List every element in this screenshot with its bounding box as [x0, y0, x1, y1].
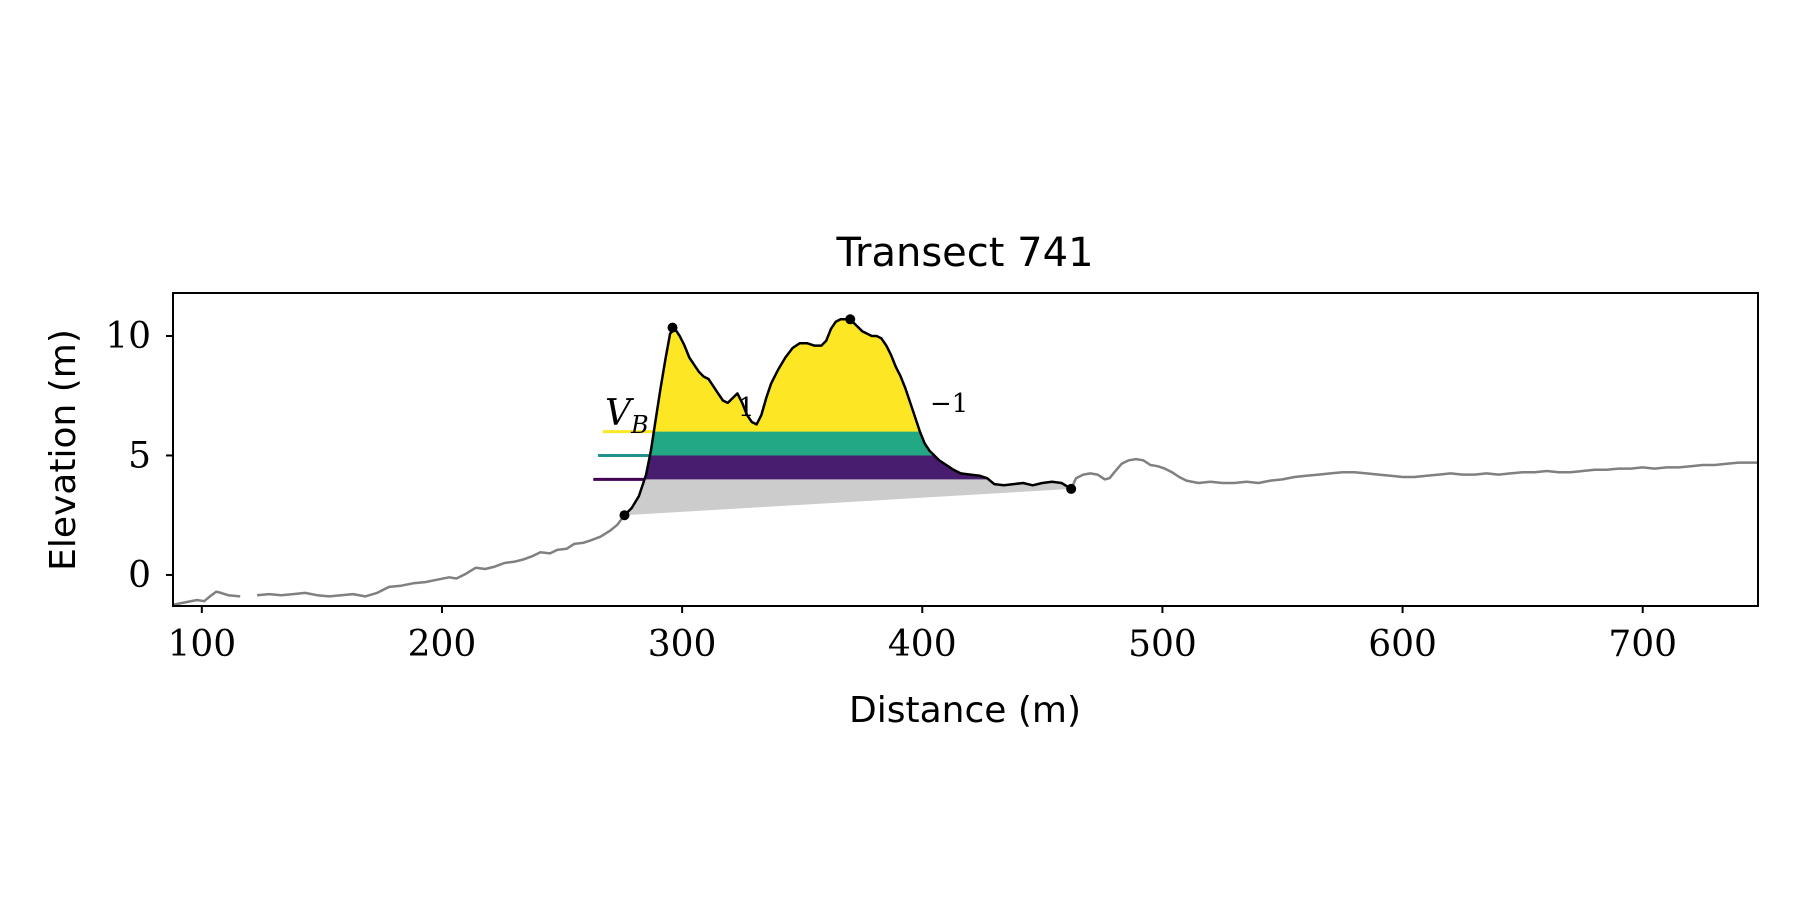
chart-title: Transect 741 — [835, 230, 1093, 276]
profile-segment-2 — [1070, 457, 1758, 490]
plot-frame — [172, 292, 1759, 607]
y-tick-label-0: 0 — [128, 555, 151, 596]
x-tick-label-500: 500 — [1128, 624, 1197, 665]
profile-segment-1 — [256, 514, 626, 598]
plot-area — [173, 314, 1758, 606]
y-axis-ticks: 0 5 10 — [105, 316, 173, 596]
x-tick-label-200: 200 — [408, 624, 477, 665]
annotations: VB 1 −1 — [605, 389, 968, 439]
dune-profile-line — [623, 318, 1072, 517]
dune-marker-1 — [667, 322, 678, 333]
full-profile — [173, 457, 1758, 606]
profile-segment-0 — [173, 590, 241, 606]
volume-label-subscript: B — [630, 411, 649, 439]
exponent-label: −1 — [930, 389, 968, 419]
mid-digit-label: 1 — [738, 393, 755, 423]
volume-label: VB — [605, 393, 649, 439]
x-tick-label-600: 600 — [1368, 624, 1437, 665]
axes: 100 200 300 400 500 600 700 0 5 10 — [105, 292, 1759, 665]
x-tick-label-300: 300 — [648, 624, 717, 665]
dune-marker-0 — [619, 510, 630, 521]
elevation-band-fill-6 — [653, 319, 920, 432]
dune-marker-3 — [1066, 483, 1077, 494]
x-axis-label: Distance (m) — [849, 690, 1081, 731]
dune-markers — [619, 314, 1077, 521]
x-tick-label-100: 100 — [167, 624, 236, 665]
y-tick-label-10: 10 — [105, 316, 151, 357]
dune-marker-2 — [845, 314, 856, 325]
y-axis-label: Elevation (m) — [43, 329, 84, 571]
x-axis-ticks: 100 200 300 400 500 600 700 — [167, 606, 1677, 665]
volume-label-main: V — [605, 393, 635, 434]
dune-profile — [623, 318, 1072, 517]
x-tick-label-700: 700 — [1608, 624, 1677, 665]
y-tick-label-5: 5 — [128, 435, 151, 476]
elevation-bands — [593, 319, 1072, 516]
x-tick-label-400: 400 — [888, 624, 957, 665]
